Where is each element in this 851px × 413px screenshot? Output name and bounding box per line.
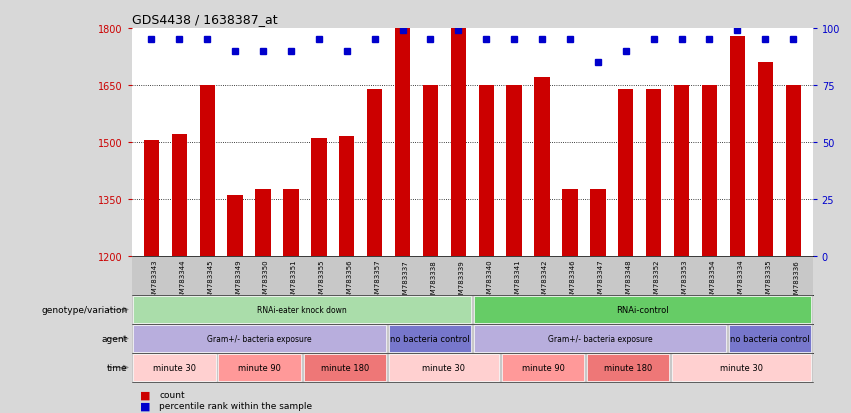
Bar (785, 85, 801, 256)
Bar (591, 190, 606, 256)
Text: minute 180: minute 180 (604, 363, 653, 372)
Text: GSM783352: GSM783352 (654, 259, 660, 301)
Text: no bacteria control: no bacteria control (390, 334, 470, 343)
Bar (200, 85, 215, 256)
Bar (502, 354, 585, 381)
Bar (134, 354, 215, 381)
Bar (144, 140, 159, 256)
Bar (674, 85, 689, 256)
Bar (395, 29, 410, 256)
Text: GSM783354: GSM783354 (710, 259, 716, 301)
Text: GSM783346: GSM783346 (570, 259, 576, 302)
Text: GSM783344: GSM783344 (180, 259, 186, 301)
Text: GSM783351: GSM783351 (291, 259, 297, 302)
Text: minute 30: minute 30 (720, 363, 763, 372)
Bar (587, 354, 670, 381)
Bar (227, 195, 243, 256)
Text: GSM783341: GSM783341 (514, 259, 520, 302)
Bar (563, 190, 578, 256)
Text: GSM783340: GSM783340 (486, 259, 492, 302)
Text: RNAi-eater knock down: RNAi-eater knock down (257, 305, 347, 314)
Bar (672, 354, 811, 381)
Text: ■: ■ (140, 401, 151, 411)
Text: GSM783338: GSM783338 (431, 259, 437, 302)
Text: GSM783348: GSM783348 (625, 259, 631, 302)
Text: ■: ■ (140, 389, 151, 399)
Bar (618, 90, 633, 256)
Text: GSM783337: GSM783337 (403, 259, 408, 302)
Text: GSM783345: GSM783345 (208, 259, 214, 301)
Text: GSM783336: GSM783336 (793, 259, 799, 302)
Text: minute 90: minute 90 (522, 363, 565, 372)
Bar (423, 85, 438, 256)
Bar (506, 85, 522, 256)
Bar (367, 90, 382, 256)
Text: count: count (159, 390, 185, 399)
Bar (283, 190, 299, 256)
Bar (219, 354, 300, 381)
Bar (646, 90, 661, 256)
Bar (339, 137, 354, 256)
Text: GSM783356: GSM783356 (346, 259, 353, 302)
Text: GSM783349: GSM783349 (235, 259, 241, 302)
Text: minute 30: minute 30 (422, 363, 465, 372)
Text: GSM783342: GSM783342 (542, 259, 548, 301)
Bar (304, 354, 386, 381)
Bar (702, 85, 717, 256)
Bar (311, 139, 327, 256)
Bar (729, 36, 745, 256)
Text: time: time (107, 363, 128, 372)
Text: GSM783334: GSM783334 (737, 259, 744, 302)
Text: GSM783343: GSM783343 (151, 259, 157, 302)
Text: genotype/variation: genotype/variation (42, 305, 128, 314)
Text: minute 30: minute 30 (153, 363, 196, 372)
Text: GSM783350: GSM783350 (263, 259, 269, 302)
Text: percentile rank within the sample: percentile rank within the sample (159, 401, 312, 410)
Text: GSM783355: GSM783355 (319, 259, 325, 301)
Text: Gram+/- bacteria exposure: Gram+/- bacteria exposure (548, 334, 652, 343)
Text: GDS4438 / 1638387_at: GDS4438 / 1638387_at (132, 13, 277, 26)
Text: RNAi-control: RNAi-control (616, 305, 669, 314)
Bar (134, 325, 386, 352)
Bar (478, 85, 494, 256)
Text: no bacteria control: no bacteria control (730, 334, 810, 343)
Text: GSM783357: GSM783357 (374, 259, 380, 302)
Text: minute 180: minute 180 (321, 363, 368, 372)
Bar (172, 135, 187, 256)
Bar (451, 29, 466, 256)
Bar (729, 325, 811, 352)
Text: GSM783335: GSM783335 (765, 259, 771, 302)
Text: GSM783353: GSM783353 (682, 259, 688, 302)
Bar (255, 190, 271, 256)
Bar (474, 297, 811, 323)
Text: Gram+/- bacteria exposure: Gram+/- bacteria exposure (208, 334, 311, 343)
Bar (474, 325, 726, 352)
Bar (534, 78, 550, 256)
Text: agent: agent (101, 334, 128, 343)
Bar (134, 297, 471, 323)
Text: GSM783339: GSM783339 (459, 259, 465, 302)
Bar (389, 325, 471, 352)
Text: minute 90: minute 90 (238, 363, 281, 372)
Text: GSM783347: GSM783347 (598, 259, 604, 302)
Bar (389, 354, 500, 381)
Bar (757, 63, 773, 256)
